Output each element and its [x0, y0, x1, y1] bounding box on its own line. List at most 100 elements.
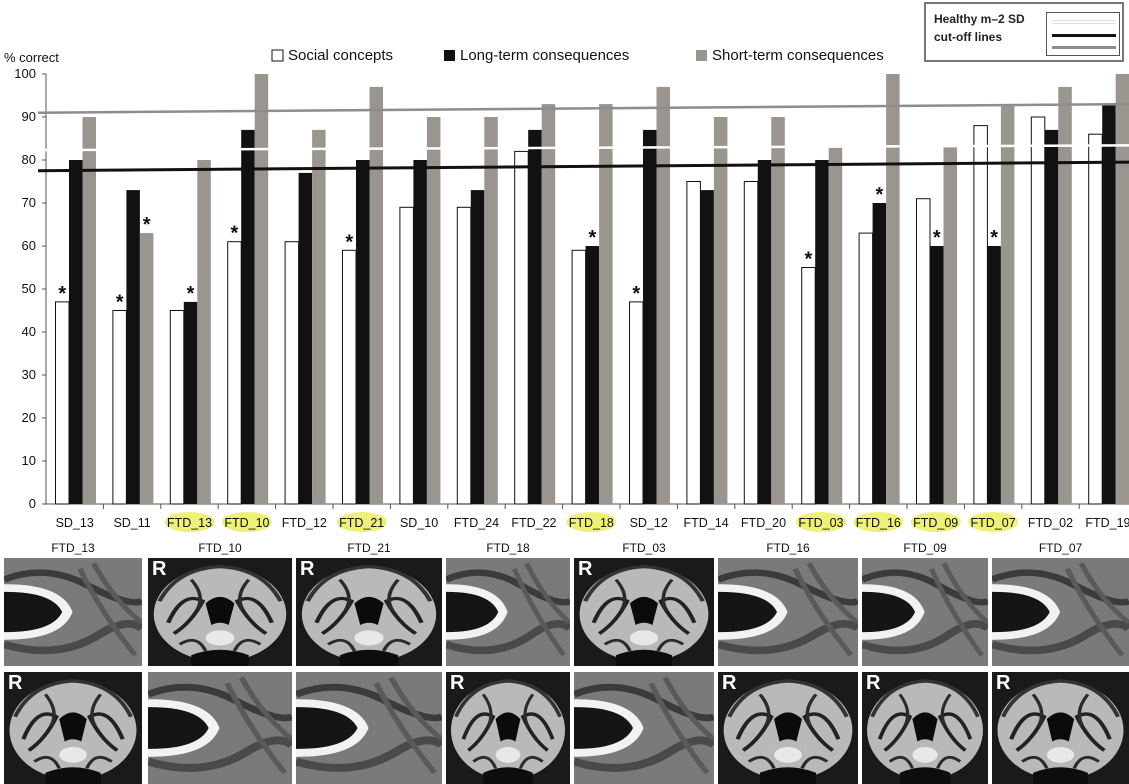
- bar-social: [169, 310, 185, 505]
- x-tick-label: SD_12: [630, 516, 668, 530]
- bar-long-term: [69, 160, 83, 504]
- brain-scan-graphic: [718, 672, 858, 784]
- category-highlight: [853, 512, 904, 532]
- mri-image: [446, 558, 570, 666]
- asterisk-marker: *: [116, 292, 124, 314]
- category-highlight: [566, 512, 617, 532]
- bar-short-term: [1058, 86, 1072, 505]
- cutoff-line-social: [37, 144, 1129, 152]
- mri-title: FTD_09: [903, 541, 947, 555]
- y-tick-label: 10: [22, 453, 36, 468]
- bar-long-term: [126, 190, 140, 504]
- bar-short-term: [771, 117, 785, 504]
- bar-short-term: [541, 104, 556, 504]
- mri-image: [296, 672, 442, 784]
- mri-image: R: [148, 558, 292, 666]
- x-tick-label: FTD_14: [684, 516, 729, 530]
- x-tick-label: FTD_13: [167, 516, 212, 530]
- x-tick-labels: SD_13 SD_11 FTD_13 FTD_10 FTD_12 FTD_21 SD_10 F…: [56, 512, 1129, 532]
- significance-markers: * * * * * * * * * * * *: [58, 184, 998, 314]
- mri-image: R: [992, 672, 1129, 784]
- bar-social: [342, 249, 357, 505]
- orientation-marker: R: [996, 672, 1011, 694]
- brain-scan-graphic: [862, 672, 988, 784]
- y-tick-labels: 0 10 20 30 40 50 60 70 80 90 100: [14, 66, 36, 511]
- legend-swatch-long: [444, 50, 455, 61]
- bar-long-term: [700, 190, 714, 504]
- orientation-marker: R: [152, 558, 167, 580]
- y-tick-label: 90: [22, 109, 36, 124]
- bar-long-term: [241, 129, 255, 504]
- asterisk-marker: *: [933, 227, 941, 249]
- series-legend: Social concepts Long-term consequences S…: [271, 47, 884, 64]
- mri-title: FTD_03: [622, 541, 666, 555]
- cutoff-legend-title: Healthy m–2 SD: [934, 12, 1025, 26]
- bar-long-term: [643, 129, 657, 504]
- bar-long-term: [528, 129, 542, 504]
- bar-social: [399, 206, 414, 505]
- x-tick-label: FTD_02: [1028, 516, 1073, 530]
- bar-short-term: [943, 147, 957, 504]
- mri-image: [862, 558, 988, 666]
- mri-title: FTD_10: [198, 541, 242, 555]
- cutoff-legend-frame: [1046, 12, 1120, 56]
- y-tick-label: 100: [14, 66, 36, 81]
- cutoff-legend-line-social: [1052, 20, 1116, 24]
- orientation-marker: R: [578, 558, 593, 580]
- y-tick-label: 80: [22, 152, 36, 167]
- mri-image: [992, 558, 1129, 666]
- bar-social: [284, 241, 300, 505]
- y-axis-title: % correct: [4, 50, 59, 65]
- asterisk-marker: *: [990, 227, 998, 249]
- orientation-marker: R: [722, 672, 737, 694]
- y-tick-label: 50: [22, 281, 36, 296]
- brain-scan-graphic: [296, 672, 442, 784]
- x-tick-label: FTD_18: [569, 516, 614, 530]
- mri-image: [718, 558, 858, 666]
- x-tick-label: FTD_22: [511, 516, 556, 530]
- y-tick-label: 0: [29, 496, 36, 511]
- bar-long-term: [470, 190, 485, 504]
- bar-short-term: [426, 117, 441, 504]
- mri-image: [574, 672, 714, 784]
- cutoff-lines: [37, 102, 1129, 173]
- orientation-marker: R: [450, 672, 465, 694]
- mri-image: R: [446, 672, 570, 784]
- x-tick-label: FTD_19: [1085, 516, 1129, 530]
- orientation-marker: R: [866, 672, 881, 694]
- brain-scan-graphic: [992, 672, 1129, 784]
- brain-scan-graphic: [574, 672, 714, 784]
- y-tick-label: 20: [22, 410, 36, 425]
- bar-long-term: [413, 160, 427, 504]
- asterisk-marker: *: [805, 249, 813, 271]
- bar-chart: * * * * * * * * * * * * SD_13 SD_11 FTD_13 FTD_10 FTD_1…: [4, 47, 1129, 532]
- mri-image: R: [574, 558, 714, 666]
- asterisk-marker: *: [588, 227, 596, 249]
- bar-social: [629, 301, 644, 505]
- legend-label-short: Short-term consequences: [712, 47, 884, 64]
- x-tick-label: FTD_10: [224, 516, 269, 530]
- asterisk-marker: *: [143, 214, 151, 236]
- cutoff-legend-line-short: [1052, 46, 1116, 49]
- y-tick-label: 70: [22, 195, 36, 210]
- brain-scan-graphic: [862, 558, 988, 666]
- x-tick-label: FTD_07: [971, 516, 1016, 530]
- category-highlight: [968, 512, 1019, 532]
- bar-long-term: [757, 160, 772, 504]
- y-tick-label: 40: [22, 324, 36, 339]
- mri-image: R: [4, 672, 142, 784]
- asterisk-marker: *: [632, 283, 640, 305]
- bar-long-term: [872, 203, 887, 504]
- bar-long-term: [930, 246, 944, 504]
- bar-short-term: [484, 117, 498, 504]
- category-highlight: [221, 512, 272, 532]
- asterisk-marker: *: [345, 231, 353, 253]
- brain-scan-graphic: [574, 558, 714, 666]
- legend-label-long: Long-term consequences: [460, 47, 629, 64]
- bar-long-term: [815, 160, 829, 504]
- y-tick-label: 30: [22, 367, 36, 382]
- bar-short-term: [369, 86, 383, 505]
- x-tick-label: FTD_21: [339, 516, 384, 530]
- cutoff-line-short-term: [37, 102, 1129, 114]
